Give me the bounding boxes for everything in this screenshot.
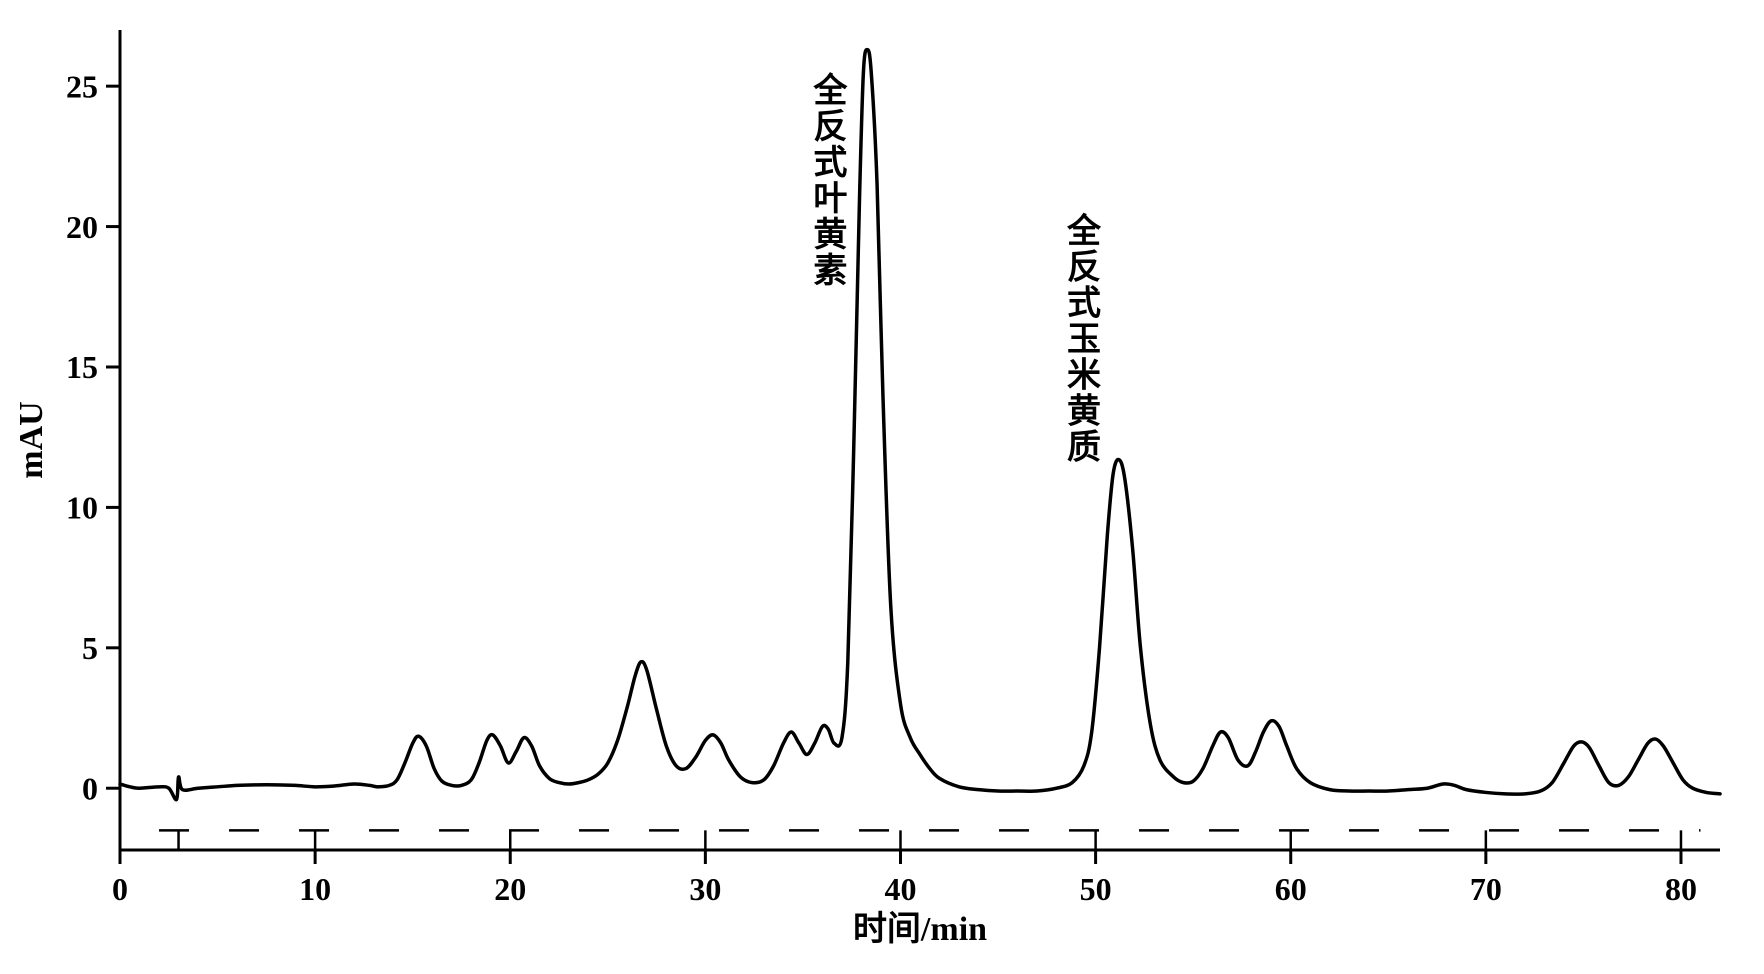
chromatogram-chart: 0 10 20 30 40 50 60 70 80 0 5 10 15 20 25 时间/min mAU 全反式叶… — [0, 0, 1764, 974]
x-tick-label: 50 — [1080, 871, 1112, 907]
x-tick-label: 60 — [1275, 871, 1307, 907]
x-tick-label: 0 — [112, 871, 128, 907]
y-tick-label: 5 — [82, 630, 98, 666]
x-tick-label: 70 — [1470, 871, 1502, 907]
peak-label-zeaxanthin: 全反式玉米黄质 — [1062, 211, 1102, 464]
x-axis-label: 时间/min — [853, 910, 987, 948]
x-tick-label: 10 — [299, 871, 331, 907]
y-tick-label: 0 — [82, 770, 98, 806]
chart-svg: 0 10 20 30 40 50 60 70 80 0 5 10 15 20 25 时间/min mAU 全反式叶… — [0, 0, 1764, 974]
y-tick-label: 15 — [66, 349, 98, 385]
y-axis-label: mAU — [13, 401, 50, 478]
y-tick-label: 20 — [66, 209, 98, 245]
x-tick-label: 20 — [494, 871, 526, 907]
y-tick-label: 25 — [66, 68, 98, 104]
peak-label-lutein: 全反式叶黄素 — [808, 71, 848, 288]
x-tick-label: 80 — [1665, 871, 1697, 907]
y-tick-label: 10 — [66, 490, 98, 526]
x-tick-label: 40 — [884, 871, 916, 907]
x-tick-label: 30 — [689, 871, 721, 907]
